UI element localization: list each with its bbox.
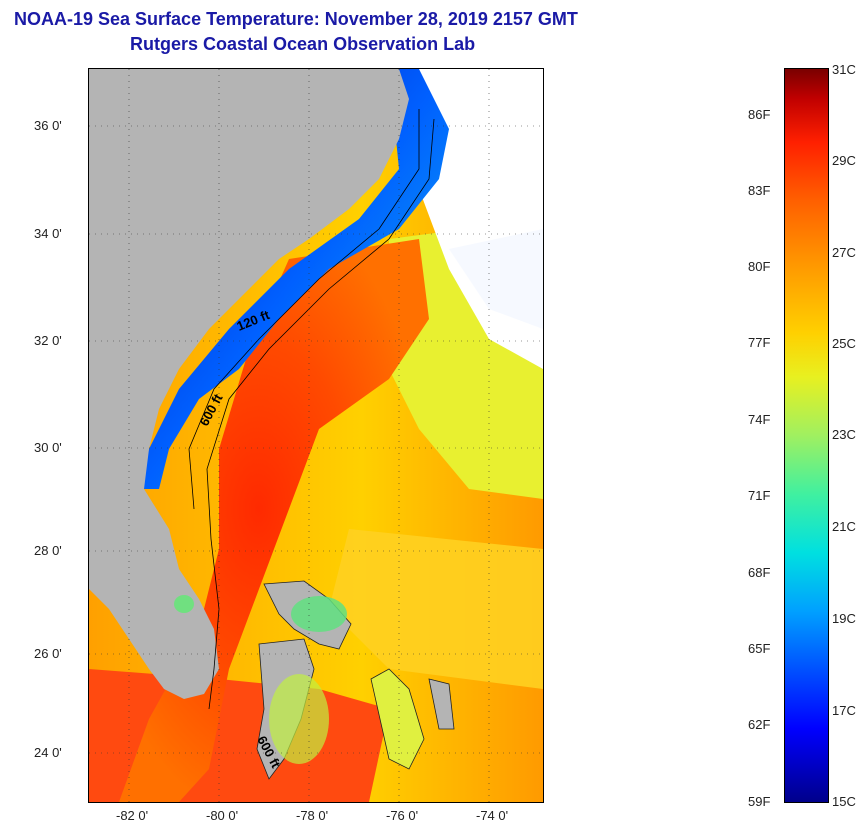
lon-label-80: -80 0'	[206, 808, 239, 823]
colorbar-f-62: 62F	[748, 717, 771, 732]
colorbar-c-17: 17C	[832, 703, 856, 718]
lon-label-78: -78 0'	[296, 808, 329, 823]
bank-shallow-green-1	[291, 596, 347, 632]
grid-lines	[89, 69, 543, 802]
colorbar-f-77: 77F	[748, 335, 771, 350]
colorbar-f-83: 83F	[748, 183, 771, 198]
lat-label-32: 32 0'	[34, 333, 62, 348]
lat-label-34: 34 0'	[34, 226, 62, 241]
bank-shallow-green-2	[269, 674, 329, 764]
lon-label-82: -82 0'	[116, 808, 149, 823]
contour-120ft	[188, 109, 420, 510]
colorbar-f-71: 71F	[748, 488, 771, 503]
colorbar-f-68: 68F	[748, 565, 771, 580]
temperature-colorbar	[784, 68, 829, 803]
colorbar-c-23: 23C	[832, 427, 856, 442]
land-mainland	[89, 69, 409, 699]
contour-600ft	[206, 118, 435, 710]
colorbar-f-86: 86F	[748, 107, 771, 122]
colorbar-f-80: 80F	[748, 259, 771, 274]
colorbar-c-25: 25C	[832, 336, 856, 351]
coastal-cold-water	[139, 69, 449, 489]
lat-label-36: 36 0'	[34, 118, 62, 133]
colorbar-c-31: 31C	[832, 62, 856, 77]
lat-label-24: 24 0'	[34, 745, 62, 760]
colorbar-c-19: 19C	[832, 611, 856, 626]
lake-okeechobee	[174, 595, 194, 613]
cloud-specks	[449, 229, 543, 329]
island-small-1	[370, 668, 425, 770]
yellow-offshore-zone-2	[329, 529, 543, 689]
lat-label-30: 30 0'	[34, 440, 62, 455]
colorbar-c-15: 15C	[832, 794, 856, 809]
island-small-2	[428, 678, 455, 730]
colorbar-f-65: 65F	[748, 641, 771, 656]
sst-map-graphic: 120 ft 600 ft 600 ft	[89, 69, 543, 802]
colorbar-f-59: 59F	[748, 794, 771, 809]
colorbar-c-27: 27C	[832, 245, 856, 260]
colorbar-c-21: 21C	[832, 519, 856, 534]
colorbar-f-74: 74F	[748, 412, 771, 427]
lon-label-76: -76 0'	[386, 808, 419, 823]
map-subtitle: Rutgers Coastal Ocean Observation Lab	[130, 34, 476, 54]
map-title: NOAA-19 Sea Surface Temperature: Novembe…	[14, 9, 578, 29]
sst-map: 120 ft 600 ft 600 ft	[88, 68, 544, 803]
lat-label-28: 28 0'	[34, 543, 62, 558]
colorbar-c-29: 29C	[832, 153, 856, 168]
lon-label-74: -74 0'	[476, 808, 509, 823]
lat-label-26: 26 0'	[34, 646, 62, 661]
